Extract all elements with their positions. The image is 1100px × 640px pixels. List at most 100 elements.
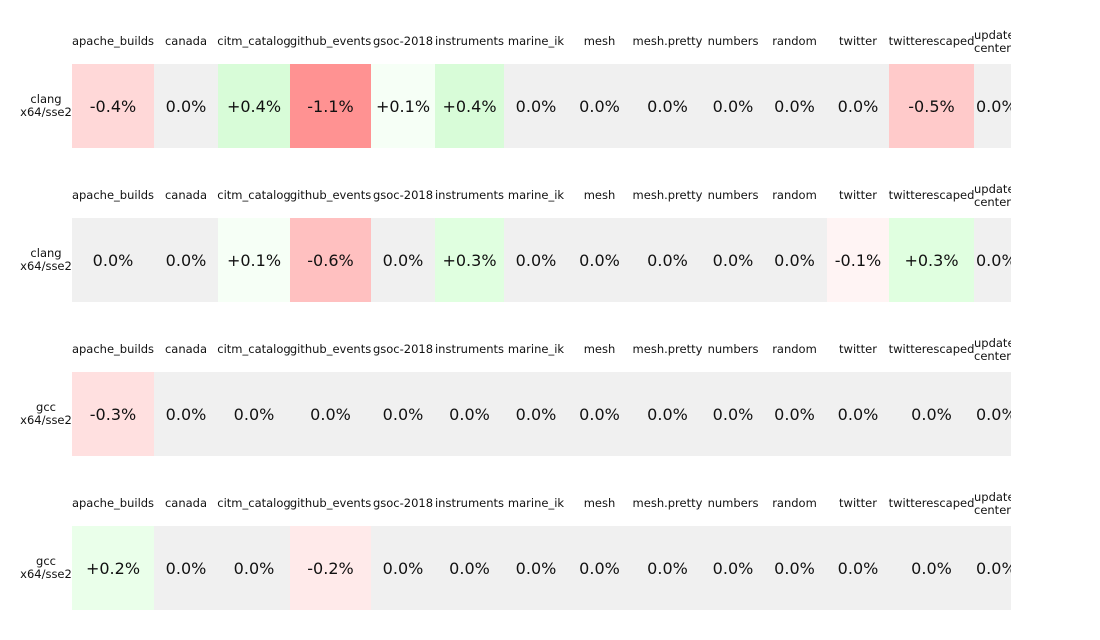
cell: 0.0%	[218, 372, 290, 456]
cell: 0.0%	[154, 64, 218, 148]
column-header: mesh	[583, 34, 616, 48]
cell: +0.4%	[218, 64, 290, 148]
column-header: numbers	[707, 342, 759, 356]
cell: 0.0%	[889, 526, 974, 610]
cell: 0.0%	[371, 526, 435, 610]
cell: 0.0%	[631, 526, 704, 610]
cell: -0.1%	[827, 218, 889, 302]
row-label: gcc x64/sse2	[20, 554, 72, 581]
column-header: canada	[164, 496, 208, 510]
column-header: apache_builds	[71, 188, 155, 202]
column-header: update center	[974, 490, 1011, 517]
cell: 0.0%	[762, 372, 827, 456]
column-header: mesh.pretty	[632, 342, 703, 356]
cell: 0.0%	[704, 372, 762, 456]
cell: 0.0%	[568, 218, 631, 302]
cell: -0.4%	[72, 64, 154, 148]
row-label: clang x64/sse2	[20, 246, 72, 273]
column-header: citm_catalog	[217, 496, 291, 510]
column-header: random	[772, 342, 817, 356]
column-header: canada	[164, 34, 208, 48]
cell: 0.0%	[504, 526, 568, 610]
column-header: marine_ik	[507, 342, 565, 356]
cell: 0.0%	[154, 526, 218, 610]
row-label: clang x64/sse2	[20, 92, 72, 119]
cell: 0.0%	[72, 218, 154, 302]
column-header: instruments	[434, 188, 505, 202]
column-header: update center	[974, 28, 1011, 55]
cell: 0.0%	[504, 218, 568, 302]
column-header: mesh	[583, 342, 616, 356]
column-header: twitterescaped	[888, 496, 975, 510]
cell: +0.2%	[72, 526, 154, 610]
cell: 0.0%	[371, 218, 435, 302]
cell: 0.0%	[435, 526, 504, 610]
cell: +0.3%	[435, 218, 504, 302]
cell: 0.0%	[762, 218, 827, 302]
column-header: apache_builds	[71, 342, 155, 356]
cell: 0.0%	[504, 64, 568, 148]
column-header: github_events	[289, 342, 372, 356]
column-header: canada	[164, 188, 208, 202]
cell: 0.0%	[154, 218, 218, 302]
column-header: twitterescaped	[888, 188, 975, 202]
column-header: apache_builds	[71, 496, 155, 510]
column-header: instruments	[434, 496, 505, 510]
column-header: update center	[974, 336, 1011, 363]
cell: 0.0%	[290, 372, 371, 456]
column-header: twitter	[839, 496, 877, 510]
cell: 0.0%	[568, 372, 631, 456]
column-header: mesh.pretty	[632, 188, 703, 202]
column-header: random	[772, 188, 817, 202]
column-header: numbers	[707, 496, 759, 510]
cell: +0.3%	[889, 218, 974, 302]
cell: 0.0%	[631, 372, 704, 456]
column-header: marine_ik	[507, 34, 565, 48]
cell: +0.1%	[371, 64, 435, 148]
column-header: twitterescaped	[888, 34, 975, 48]
cell: -0.6%	[290, 218, 371, 302]
column-header: mesh	[583, 188, 616, 202]
column-header: gsoc-2018	[372, 496, 434, 510]
column-header: update center	[974, 182, 1011, 209]
cell: 0.0%	[827, 372, 889, 456]
column-header: random	[772, 34, 817, 48]
cell: 0.0%	[435, 372, 504, 456]
column-header: gsoc-2018	[372, 188, 434, 202]
column-header: citm_catalog	[217, 34, 291, 48]
cell: 0.0%	[974, 526, 1011, 610]
cell: 0.0%	[568, 526, 631, 610]
column-header: twitter	[839, 34, 877, 48]
column-header: mesh.pretty	[632, 496, 703, 510]
column-header: instruments	[434, 34, 505, 48]
column-header: canada	[164, 342, 208, 356]
column-header: github_events	[289, 34, 372, 48]
cell: 0.0%	[974, 64, 1011, 148]
cell: -1.1%	[290, 64, 371, 148]
cell: 0.0%	[889, 372, 974, 456]
column-header: twitter	[839, 342, 877, 356]
cell: 0.0%	[704, 218, 762, 302]
cell: 0.0%	[371, 372, 435, 456]
column-header: citm_catalog	[217, 342, 291, 356]
column-header: numbers	[707, 34, 759, 48]
cell: 0.0%	[631, 64, 704, 148]
cell: +0.1%	[218, 218, 290, 302]
cell: 0.0%	[504, 372, 568, 456]
cell: 0.0%	[762, 526, 827, 610]
column-header: gsoc-2018	[372, 342, 434, 356]
cell: -0.2%	[290, 526, 371, 610]
cell: 0.0%	[218, 526, 290, 610]
cell: 0.0%	[704, 64, 762, 148]
cell: 0.0%	[827, 64, 889, 148]
cell: 0.0%	[704, 526, 762, 610]
cell: -0.5%	[889, 64, 974, 148]
column-header: github_events	[289, 188, 372, 202]
column-header: marine_ik	[507, 188, 565, 202]
column-header: marine_ik	[507, 496, 565, 510]
cell: 0.0%	[827, 526, 889, 610]
column-header: gsoc-2018	[372, 34, 434, 48]
cell: 0.0%	[974, 372, 1011, 456]
column-header: numbers	[707, 188, 759, 202]
